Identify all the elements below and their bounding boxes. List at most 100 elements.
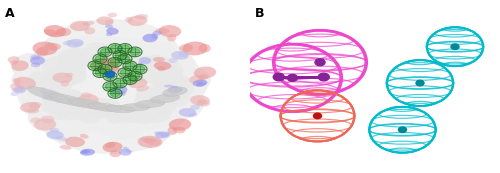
Ellipse shape — [66, 36, 106, 63]
Ellipse shape — [28, 104, 67, 131]
Ellipse shape — [42, 76, 72, 96]
Ellipse shape — [158, 65, 183, 83]
Ellipse shape — [44, 95, 53, 99]
Ellipse shape — [60, 80, 69, 86]
Ellipse shape — [118, 109, 138, 123]
Ellipse shape — [170, 82, 200, 102]
Ellipse shape — [10, 83, 24, 92]
Circle shape — [105, 73, 115, 80]
Ellipse shape — [125, 149, 132, 153]
Ellipse shape — [49, 106, 70, 120]
Ellipse shape — [63, 93, 87, 109]
Ellipse shape — [83, 42, 110, 61]
Circle shape — [110, 45, 120, 52]
Ellipse shape — [140, 138, 156, 143]
Ellipse shape — [105, 105, 135, 113]
Ellipse shape — [26, 91, 61, 116]
Circle shape — [95, 69, 105, 76]
Circle shape — [120, 69, 130, 76]
Ellipse shape — [46, 131, 64, 139]
Ellipse shape — [136, 85, 149, 92]
Circle shape — [90, 62, 100, 69]
Ellipse shape — [163, 87, 187, 96]
Ellipse shape — [122, 104, 162, 131]
Ellipse shape — [42, 56, 70, 76]
Ellipse shape — [94, 113, 126, 135]
Ellipse shape — [96, 99, 122, 116]
Ellipse shape — [167, 78, 194, 97]
Ellipse shape — [27, 109, 39, 113]
Ellipse shape — [32, 42, 58, 55]
Ellipse shape — [22, 74, 56, 99]
Ellipse shape — [74, 49, 94, 63]
Ellipse shape — [100, 57, 119, 66]
Ellipse shape — [130, 101, 150, 114]
Ellipse shape — [156, 28, 170, 34]
Ellipse shape — [135, 100, 165, 108]
Ellipse shape — [29, 71, 50, 86]
Circle shape — [100, 66, 110, 73]
Ellipse shape — [142, 103, 171, 123]
Ellipse shape — [73, 109, 104, 130]
Ellipse shape — [52, 108, 94, 136]
Ellipse shape — [172, 51, 188, 60]
Ellipse shape — [154, 61, 171, 70]
Ellipse shape — [118, 90, 126, 96]
Ellipse shape — [104, 51, 130, 69]
Ellipse shape — [116, 39, 151, 64]
Circle shape — [318, 73, 329, 81]
Ellipse shape — [40, 115, 54, 123]
Ellipse shape — [102, 56, 120, 69]
Ellipse shape — [78, 47, 106, 67]
Circle shape — [120, 55, 130, 62]
Ellipse shape — [30, 56, 45, 65]
Ellipse shape — [165, 72, 207, 101]
Ellipse shape — [160, 81, 189, 101]
Ellipse shape — [160, 62, 184, 78]
Ellipse shape — [174, 127, 186, 133]
Ellipse shape — [80, 92, 92, 98]
Ellipse shape — [80, 150, 90, 154]
Ellipse shape — [56, 28, 72, 36]
Ellipse shape — [167, 34, 176, 42]
Circle shape — [125, 62, 135, 69]
Ellipse shape — [128, 16, 148, 26]
Ellipse shape — [152, 75, 171, 88]
Ellipse shape — [189, 75, 204, 83]
Circle shape — [451, 44, 459, 49]
Ellipse shape — [182, 42, 208, 55]
Ellipse shape — [94, 105, 113, 119]
Ellipse shape — [8, 56, 20, 63]
Ellipse shape — [63, 62, 86, 78]
Ellipse shape — [168, 86, 182, 93]
Ellipse shape — [12, 61, 28, 71]
Ellipse shape — [106, 28, 118, 35]
Ellipse shape — [73, 41, 83, 46]
Ellipse shape — [68, 98, 107, 109]
Ellipse shape — [135, 14, 148, 19]
Ellipse shape — [105, 142, 116, 148]
Ellipse shape — [192, 79, 208, 87]
Ellipse shape — [164, 89, 190, 107]
Ellipse shape — [153, 57, 165, 62]
Circle shape — [398, 127, 406, 133]
Ellipse shape — [24, 65, 54, 85]
Ellipse shape — [152, 57, 192, 85]
Ellipse shape — [86, 98, 114, 117]
Ellipse shape — [56, 136, 68, 141]
Ellipse shape — [160, 133, 170, 137]
Ellipse shape — [39, 74, 66, 92]
Ellipse shape — [165, 92, 203, 119]
Ellipse shape — [10, 60, 18, 65]
Ellipse shape — [50, 68, 70, 82]
Circle shape — [100, 48, 110, 55]
Ellipse shape — [65, 137, 85, 147]
Ellipse shape — [110, 107, 131, 122]
Ellipse shape — [115, 54, 139, 71]
Ellipse shape — [124, 108, 146, 123]
Ellipse shape — [71, 98, 98, 116]
Ellipse shape — [112, 86, 128, 94]
Ellipse shape — [57, 49, 86, 69]
Ellipse shape — [14, 77, 36, 89]
Ellipse shape — [152, 98, 176, 115]
